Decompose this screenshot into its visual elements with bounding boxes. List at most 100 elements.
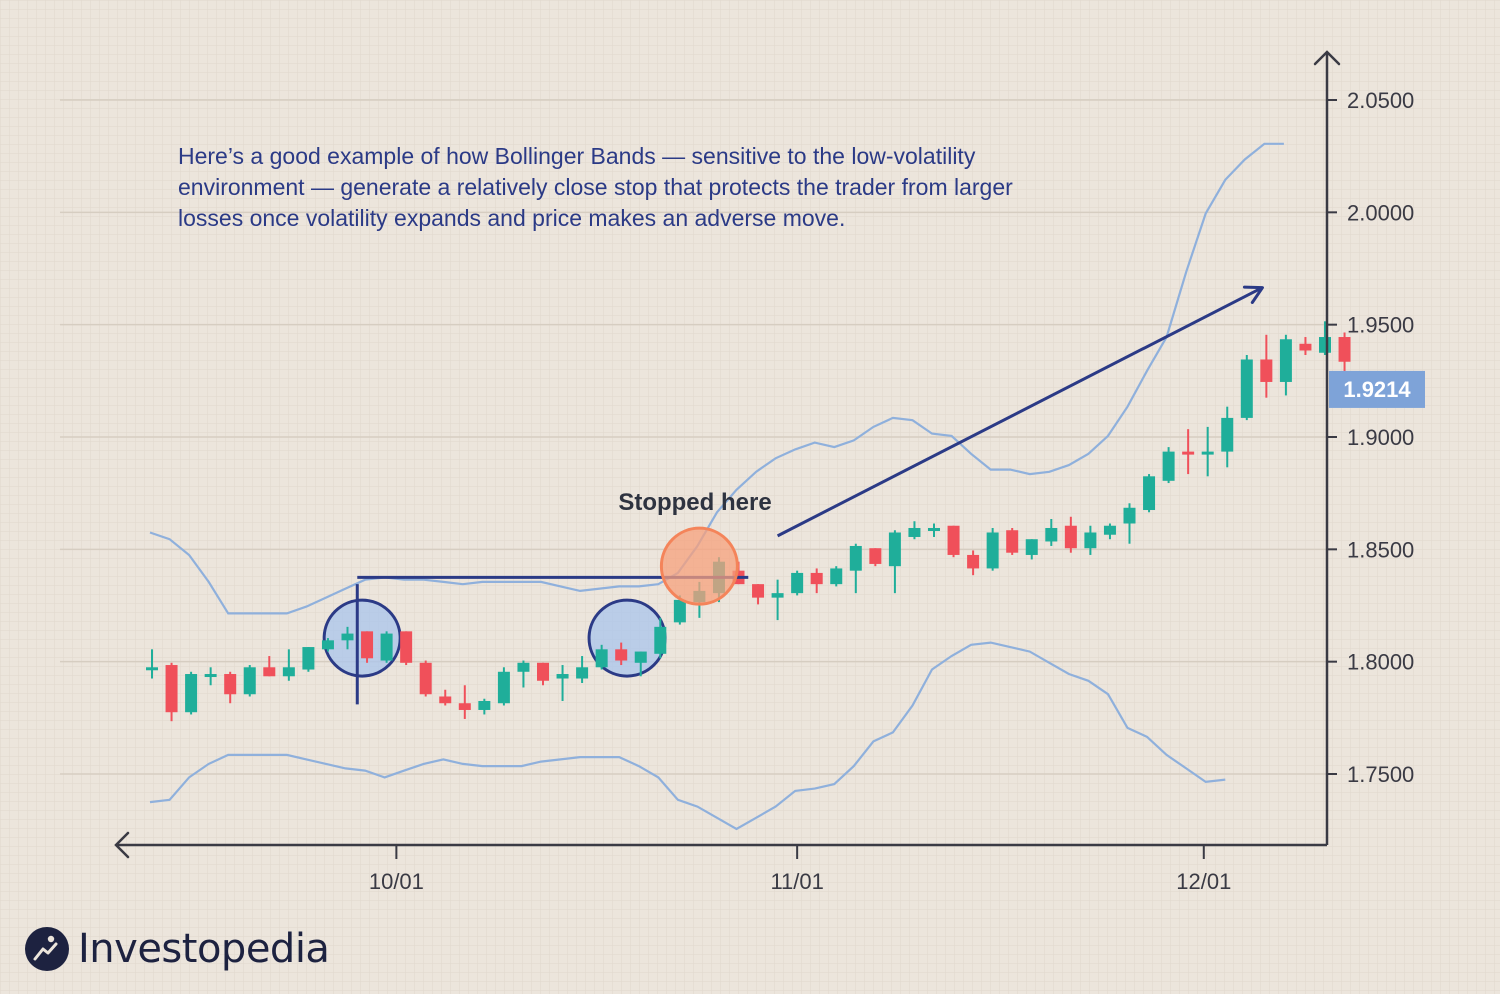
candle-body xyxy=(458,703,471,710)
axes xyxy=(114,50,1341,859)
candle-body xyxy=(1338,337,1351,362)
y-tick-label: 2.0500 xyxy=(1347,88,1414,113)
annotation-caption: Here’s a good example of how Bollinger B… xyxy=(178,143,1013,231)
candle-body xyxy=(1240,359,1253,418)
candle-body xyxy=(791,572,804,594)
trend-arrow-line xyxy=(776,286,1264,538)
candle-body xyxy=(517,662,530,672)
candle-body xyxy=(439,696,452,704)
upper-band-line xyxy=(149,142,1284,615)
candle-body xyxy=(282,667,295,677)
candle xyxy=(458,685,471,719)
candle-body xyxy=(771,593,784,598)
candle xyxy=(908,521,921,540)
candle-body xyxy=(537,662,549,681)
candle-body xyxy=(634,651,647,663)
stop-label: Stopped here xyxy=(618,489,771,516)
candle xyxy=(204,667,217,686)
y-axis-ticks: 1.7500 1.8000 1.8500 1.9000 1.9500 2.0000 2.05… xyxy=(1327,88,1414,787)
candle xyxy=(224,671,237,704)
annotations: Stopped here xyxy=(355,285,1264,705)
candle-body xyxy=(1123,507,1136,524)
candle-body xyxy=(1319,337,1331,353)
brand-name: Investopedia xyxy=(78,926,330,972)
candle xyxy=(537,662,549,686)
x-tick-label: 11/01 xyxy=(770,869,823,894)
candle-body xyxy=(497,671,510,704)
candle xyxy=(576,656,589,684)
candle xyxy=(1201,426,1214,477)
candle-body xyxy=(849,545,862,571)
candle-body xyxy=(1182,451,1195,455)
candle xyxy=(1006,527,1019,555)
candle-body xyxy=(673,599,686,623)
candle xyxy=(400,631,413,666)
candle xyxy=(986,527,999,571)
candle xyxy=(1260,334,1273,398)
candle xyxy=(556,665,569,701)
candle xyxy=(888,530,901,594)
candle xyxy=(928,523,940,537)
y-tick-label: 1.8500 xyxy=(1347,537,1414,562)
candle xyxy=(263,656,276,677)
candle xyxy=(752,584,765,605)
candle xyxy=(361,631,374,663)
candle-body xyxy=(830,568,843,585)
y-axis-arrow xyxy=(1313,50,1341,66)
candle xyxy=(830,566,843,587)
x-tick-label: 12/01 xyxy=(1176,869,1231,894)
candle xyxy=(615,642,628,666)
y-tick-label: 1.8000 xyxy=(1347,650,1414,675)
candle-body xyxy=(224,674,237,695)
candle-body xyxy=(380,633,393,661)
price-badge-label: 1.9214 xyxy=(1343,377,1411,402)
candle-body xyxy=(302,647,315,670)
candle-body xyxy=(1006,530,1019,553)
candle-body xyxy=(1221,417,1234,452)
candle xyxy=(321,638,334,652)
candle xyxy=(869,548,882,567)
candle-body xyxy=(243,667,256,695)
x-axis-arrow xyxy=(114,831,130,859)
y-tick-label: 2.0000 xyxy=(1347,200,1414,225)
candle xyxy=(967,550,980,576)
lower-band-line xyxy=(149,641,1226,831)
candle xyxy=(1025,539,1038,560)
candle-body xyxy=(1103,525,1116,535)
candle xyxy=(419,660,432,697)
candlesticks xyxy=(146,321,1351,722)
candle-body xyxy=(1143,476,1156,511)
candle xyxy=(595,644,608,670)
candle-body xyxy=(928,527,940,531)
stop-circle xyxy=(659,526,739,606)
candle xyxy=(497,667,510,706)
candle-body xyxy=(478,700,491,710)
candle-body xyxy=(888,532,901,567)
candle xyxy=(1221,406,1234,468)
candle xyxy=(1182,429,1195,475)
candle-body xyxy=(400,631,413,663)
candle-body xyxy=(361,631,374,659)
y-tick-label: 1.7500 xyxy=(1347,762,1414,787)
candle xyxy=(771,579,784,621)
y-tick-label: 1.9500 xyxy=(1347,313,1414,338)
candle-body xyxy=(1025,539,1038,555)
x-axis-ticks: 10/01 11/01 12/01 xyxy=(369,845,1231,894)
candle xyxy=(1240,354,1253,421)
candle xyxy=(1064,516,1077,553)
candle xyxy=(185,671,198,715)
candle-body xyxy=(1064,525,1077,549)
candle xyxy=(1123,503,1136,544)
candle xyxy=(341,626,354,650)
candle-body xyxy=(908,527,921,537)
candle xyxy=(478,698,491,715)
candle xyxy=(146,649,158,679)
candle-body xyxy=(986,532,999,569)
candle xyxy=(1084,525,1097,555)
candle xyxy=(380,631,393,663)
price-badge-box xyxy=(1329,370,1425,408)
candle-body xyxy=(869,548,882,564)
candle-body xyxy=(576,667,589,679)
candle-body xyxy=(752,584,765,598)
